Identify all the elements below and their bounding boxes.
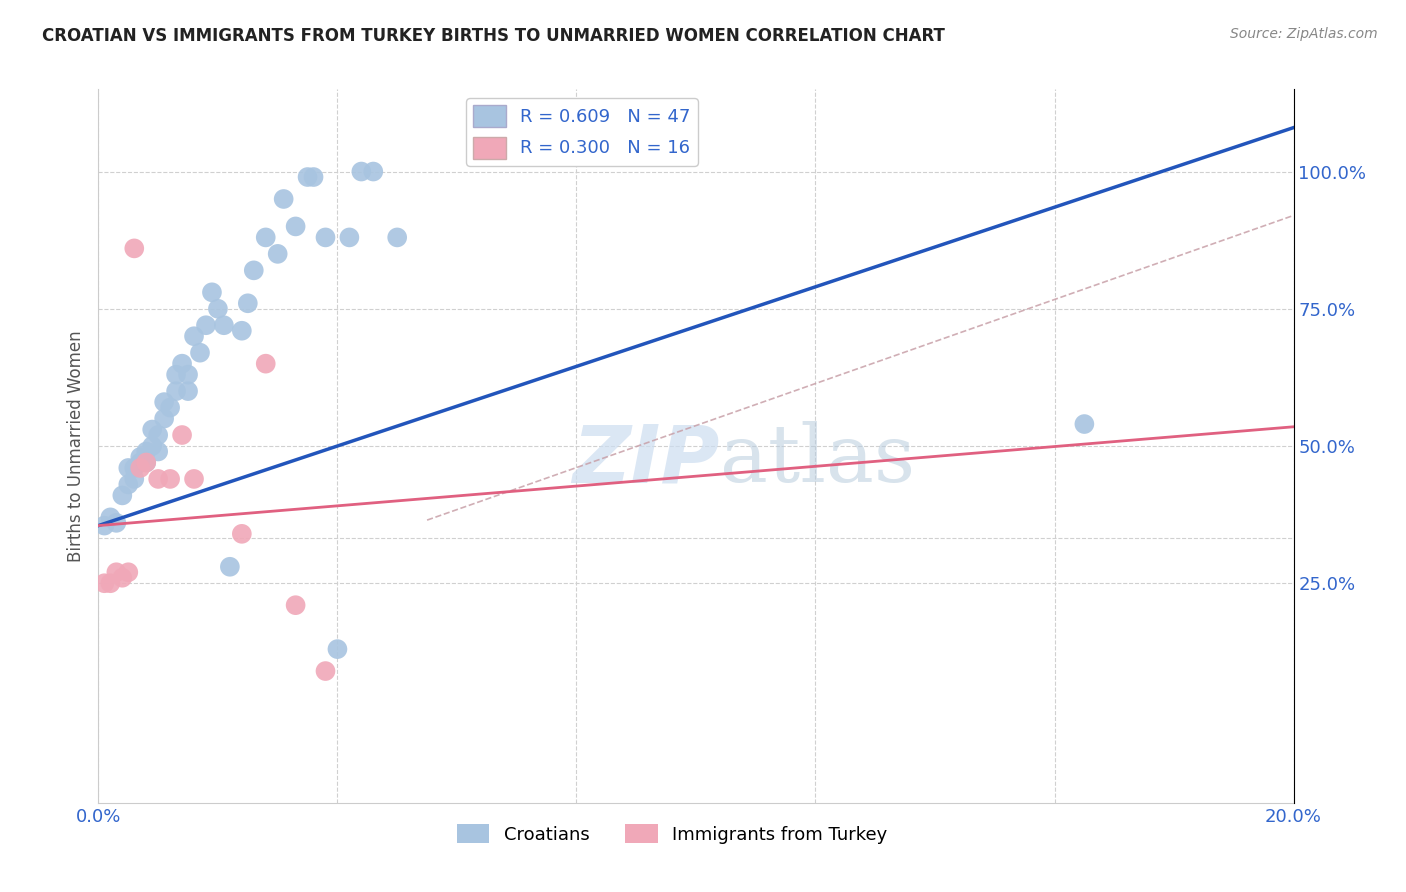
Y-axis label: Births to Unmarried Women: Births to Unmarried Women — [66, 330, 84, 562]
Point — [231, 526, 253, 541]
Point — [326, 642, 349, 657]
Point — [117, 461, 139, 475]
Point — [135, 455, 157, 469]
Point — [212, 318, 235, 333]
Legend: Croatians, Immigrants from Turkey: Croatians, Immigrants from Turkey — [450, 817, 894, 851]
Point — [201, 285, 224, 300]
Point — [236, 296, 259, 310]
Point — [339, 230, 361, 244]
Point — [183, 329, 205, 343]
Point — [111, 488, 134, 502]
Text: ZIP: ZIP — [572, 421, 720, 500]
Point — [117, 477, 139, 491]
Point — [141, 423, 163, 437]
Point — [165, 368, 187, 382]
Point — [159, 401, 181, 415]
Point — [117, 566, 139, 580]
Point — [273, 192, 295, 206]
Point — [254, 230, 277, 244]
Point — [98, 510, 122, 524]
Point — [148, 428, 170, 442]
Point — [93, 518, 115, 533]
Point — [135, 455, 157, 469]
Text: Source: ZipAtlas.com: Source: ZipAtlas.com — [1230, 27, 1378, 41]
Point — [207, 301, 229, 316]
Point — [129, 450, 152, 464]
Point — [302, 169, 325, 184]
Point — [315, 230, 337, 244]
Point — [165, 384, 187, 398]
Point — [254, 357, 277, 371]
Point — [153, 395, 176, 409]
Point — [172, 428, 194, 442]
Point — [172, 357, 194, 371]
Point — [177, 368, 200, 382]
Point — [105, 566, 128, 580]
Point — [129, 455, 152, 469]
Point — [129, 461, 152, 475]
Point — [135, 444, 157, 458]
Point — [363, 164, 385, 178]
Point — [148, 472, 170, 486]
Point — [141, 439, 163, 453]
Point — [315, 664, 337, 678]
Point — [284, 598, 307, 612]
Point — [124, 241, 146, 255]
Point — [148, 444, 170, 458]
Point — [219, 559, 242, 574]
Point — [284, 219, 307, 234]
Point — [350, 164, 373, 178]
Text: atlas: atlas — [720, 421, 915, 500]
Point — [385, 230, 409, 244]
Point — [177, 384, 200, 398]
Point — [243, 263, 266, 277]
Point — [297, 169, 319, 184]
Point — [105, 516, 128, 530]
Point — [183, 472, 205, 486]
Point — [195, 318, 218, 333]
Point — [111, 571, 134, 585]
Point — [267, 247, 290, 261]
Point — [93, 576, 115, 591]
Point — [188, 345, 211, 359]
Point — [124, 461, 146, 475]
Point — [231, 324, 253, 338]
Point — [153, 411, 176, 425]
Point — [159, 472, 181, 486]
Point — [98, 576, 122, 591]
Point — [124, 472, 146, 486]
Point — [1073, 417, 1095, 431]
Text: CROATIAN VS IMMIGRANTS FROM TURKEY BIRTHS TO UNMARRIED WOMEN CORRELATION CHART: CROATIAN VS IMMIGRANTS FROM TURKEY BIRTH… — [42, 27, 945, 45]
